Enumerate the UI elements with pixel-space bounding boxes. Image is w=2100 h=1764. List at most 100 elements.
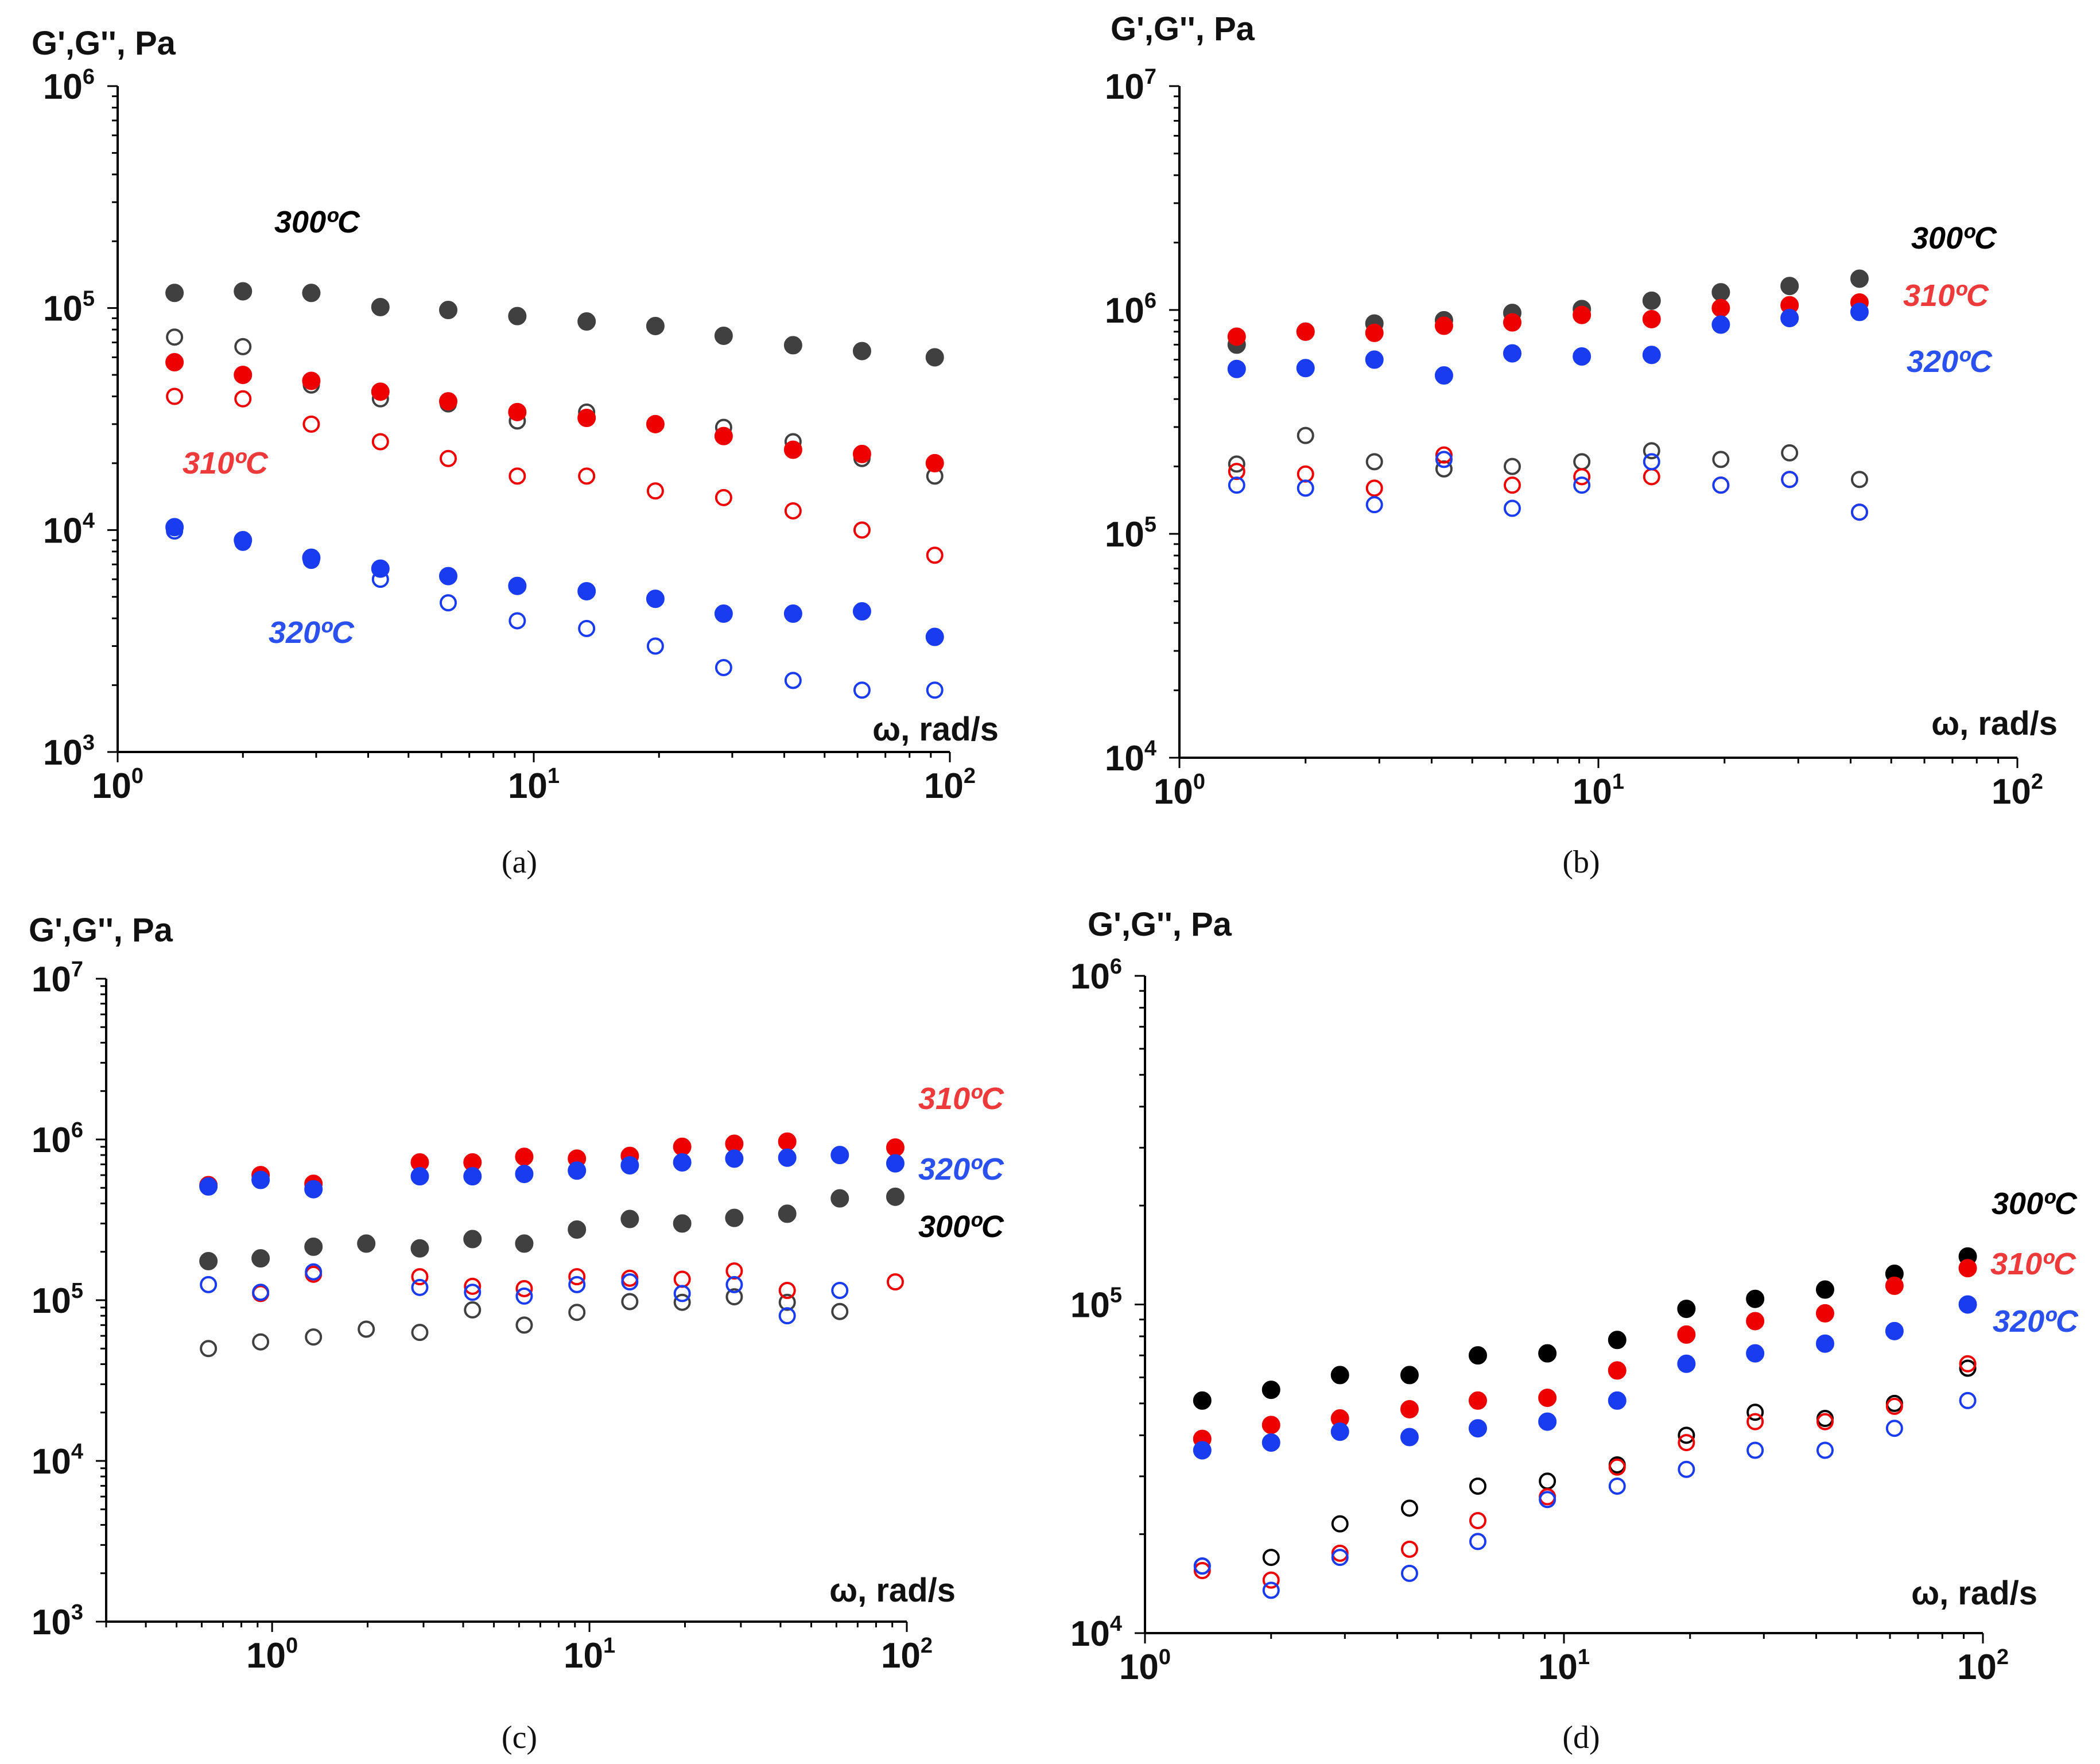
- x-tick-label-base: 10: [1573, 772, 1612, 812]
- loss-modulus-point: [831, 1282, 849, 1300]
- loss-modulus-point: [1678, 1434, 1695, 1452]
- storage-modulus-point: [568, 1220, 587, 1239]
- x-tick-label: 102: [924, 764, 976, 806]
- y-tick-label-base: 10: [1070, 1286, 1110, 1325]
- loss-modulus-point: [778, 1307, 796, 1325]
- storage-modulus-point: [1261, 1416, 1280, 1435]
- storage-modulus-point: [1400, 1428, 1419, 1447]
- storage-modulus-point: [463, 1230, 482, 1249]
- loss-modulus-point: [568, 1268, 586, 1286]
- storage-modulus-point: [234, 282, 253, 301]
- storage-modulus-point: [1958, 1295, 1977, 1314]
- loss-modulus-point: [358, 1320, 375, 1338]
- x-axis-title: ω, rad/s: [1931, 705, 2058, 742]
- y-tick-label-base: 10: [32, 1281, 71, 1321]
- loss-modulus-point: [1573, 476, 1591, 494]
- storage-modulus-point: [1677, 1300, 1696, 1319]
- storage-modulus-point: [515, 1234, 534, 1253]
- x-tick-label: 101: [1573, 770, 1624, 812]
- loss-modulus-point: [371, 433, 389, 451]
- loss-modulus-point: [1850, 471, 1868, 489]
- storage-modulus-point: [577, 581, 596, 600]
- storage-modulus-point: [1573, 347, 1592, 366]
- storage-modulus-point: [1538, 1389, 1557, 1408]
- loss-modulus-point: [1959, 1359, 1977, 1377]
- storage-modulus-point: [646, 316, 665, 335]
- loss-modulus-point: [1781, 444, 1799, 462]
- x-tick-label: 100: [1119, 1645, 1171, 1687]
- storage-modulus-point: [234, 366, 253, 385]
- y-axis-title: G',G'', Pa: [1111, 10, 1255, 48]
- storage-modulus-point: [714, 604, 733, 623]
- loss-modulus-point: [1262, 1581, 1280, 1599]
- storage-modulus-point: [199, 1251, 218, 1270]
- loss-modulus-point: [1400, 1540, 1418, 1558]
- storage-modulus-point: [714, 326, 733, 345]
- storage-modulus-point: [1608, 1361, 1627, 1380]
- loss-modulus-point: [725, 1275, 743, 1293]
- y-tick-label: 107: [32, 957, 83, 999]
- loss-modulus-point: [234, 390, 252, 408]
- loss-modulus-point: [1503, 458, 1521, 475]
- y-tick-label: 105: [43, 287, 95, 329]
- storage-modulus-point: [251, 1249, 270, 1268]
- loss-modulus-point: [568, 1304, 586, 1321]
- storage-modulus-point: [925, 627, 944, 646]
- loss-modulus-point: [784, 672, 802, 689]
- storage-modulus-point: [508, 307, 527, 325]
- series-310-c-g-: [1193, 1259, 1977, 1448]
- y-tick-label-exp: 4: [1110, 1612, 1122, 1636]
- storage-modulus-point: [725, 1208, 744, 1227]
- y-tick-label-base: 10: [32, 1442, 71, 1482]
- storage-modulus-point: [165, 284, 184, 303]
- x-tick-label: 102: [1957, 1645, 2009, 1687]
- storage-modulus-point: [439, 392, 458, 411]
- loss-modulus-point: [568, 1275, 586, 1293]
- series-300-c-g-: [199, 1187, 905, 1270]
- loss-modulus-point: [200, 1340, 218, 1358]
- loss-modulus-point: [1885, 1397, 1903, 1415]
- storage-modulus-point: [1538, 1344, 1557, 1363]
- y-tick-label-base: 10: [32, 960, 71, 999]
- storage-modulus-point: [725, 1149, 744, 1168]
- loss-modulus-point: [1678, 1460, 1695, 1478]
- x-tick-label-exp: 1: [548, 764, 560, 788]
- storage-modulus-point: [1434, 316, 1453, 335]
- x-tick-label-exp: 1: [1612, 770, 1624, 794]
- y-tick-label-exp: 6: [1110, 955, 1122, 979]
- x-tick-label: 101: [1538, 1645, 1590, 1687]
- storage-modulus-point: [778, 1148, 797, 1167]
- panel-caption: (b): [1562, 844, 1600, 880]
- loss-modulus-point: [440, 449, 457, 467]
- series-320-c-g-: [1193, 1295, 1977, 1460]
- storage-modulus-point: [439, 567, 458, 586]
- storage-modulus-point: [1261, 1433, 1280, 1452]
- y-tick-label-exp: 3: [83, 731, 95, 755]
- x-tick-label-exp: 0: [131, 764, 143, 788]
- storage-modulus-point: [1365, 350, 1384, 369]
- temperature-label: 300ºC: [1992, 1187, 2078, 1221]
- storage-modulus-point: [1642, 291, 1661, 310]
- storage-modulus-point: [1468, 1391, 1487, 1410]
- storage-modulus-point: [1468, 1419, 1487, 1438]
- storage-modulus-point: [1193, 1391, 1212, 1410]
- storage-modulus-point: [439, 301, 458, 320]
- storage-modulus-point: [302, 371, 321, 390]
- loss-modulus-point: [1469, 1511, 1486, 1529]
- panel-caption: (a): [502, 844, 537, 880]
- loss-modulus-point: [305, 1328, 323, 1346]
- y-tick-label-base: 10: [32, 1603, 71, 1642]
- storage-modulus-point: [778, 1132, 797, 1151]
- loss-modulus-point: [1746, 1441, 1764, 1459]
- storage-modulus-point: [1261, 1381, 1280, 1399]
- x-tick-label-base: 10: [1154, 772, 1193, 812]
- storage-modulus-point: [1642, 346, 1661, 365]
- x-tick-label-exp: 2: [921, 1634, 933, 1658]
- loss-modulus-point: [578, 467, 596, 485]
- y-tick-label-base: 10: [43, 67, 83, 107]
- storage-modulus-point: [1296, 322, 1315, 341]
- storage-modulus-point: [1227, 359, 1246, 378]
- series-320-c-g-: [200, 1263, 849, 1325]
- storage-modulus-point: [886, 1154, 905, 1173]
- y-tick-label-exp: 6: [1144, 289, 1156, 313]
